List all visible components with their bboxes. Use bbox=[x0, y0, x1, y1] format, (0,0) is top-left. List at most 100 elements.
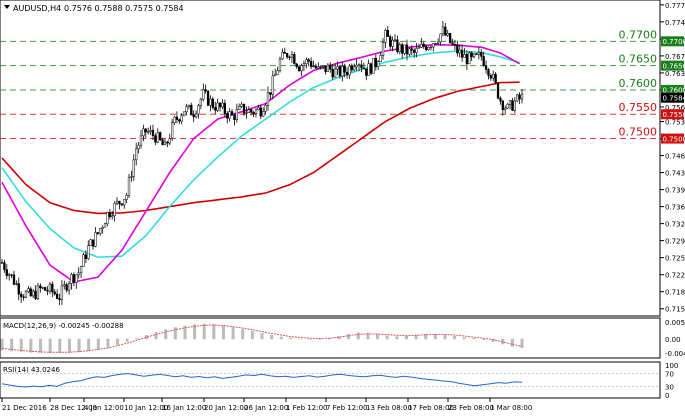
candle bbox=[44, 287, 46, 291]
macd-bar bbox=[222, 326, 225, 340]
candle bbox=[435, 43, 437, 45]
level-label-3: 0.7550 bbox=[619, 101, 658, 114]
macd-bar bbox=[472, 338, 475, 339]
macd-bar bbox=[116, 339, 119, 345]
rsi-label: RSI(14) 43.0246 bbox=[3, 366, 60, 374]
macd-tick-label: 0.00 bbox=[665, 336, 681, 344]
macd-bar bbox=[87, 339, 90, 351]
macd-bar bbox=[270, 335, 273, 339]
rsi-tick-label: 100 bbox=[665, 362, 678, 370]
time-tick-label: 1 Feb 12:00 bbox=[286, 404, 327, 412]
candle bbox=[128, 174, 130, 198]
macd-bar bbox=[299, 339, 302, 340]
time-tick-label: 26 Jan 12:00 bbox=[244, 404, 288, 412]
time-tick-label: 21 Dec 2016 bbox=[2, 404, 47, 412]
svg-text:0.7500: 0.7500 bbox=[663, 135, 685, 143]
rsi-tick-label: 0 bbox=[665, 392, 669, 400]
macd-bar bbox=[357, 333, 360, 340]
macd-bar bbox=[521, 339, 524, 348]
candle bbox=[468, 51, 470, 64]
macd-bar bbox=[280, 337, 283, 340]
price-tick-label: 0.7255 bbox=[665, 255, 685, 263]
ohlc-label: 0.7576 0.7588 0.7575 0.7584 bbox=[64, 4, 184, 13]
price-badge: 0.7550 bbox=[661, 109, 685, 119]
macd-bar bbox=[347, 334, 350, 339]
macd-bar bbox=[126, 339, 129, 342]
price-badge: 0.7584 bbox=[661, 93, 685, 103]
rsi-tick-label: 30 bbox=[665, 383, 674, 391]
time-tick-label: 1 Mar 08:00 bbox=[490, 404, 532, 412]
macd-bar bbox=[39, 339, 42, 353]
macd-bar bbox=[511, 339, 514, 347]
macd-bar bbox=[29, 339, 32, 353]
candle bbox=[497, 82, 499, 99]
macd-bar bbox=[241, 329, 244, 339]
price-tick-label: 0.7465 bbox=[665, 153, 685, 161]
candle bbox=[516, 94, 518, 102]
price-tick-label: 0.7185 bbox=[665, 289, 685, 297]
macd-bar bbox=[443, 335, 446, 340]
macd-bar bbox=[376, 334, 379, 339]
macd-bar bbox=[482, 339, 485, 340]
candle bbox=[449, 33, 451, 44]
time-tick-label: 16 Jan 12:00 bbox=[162, 404, 206, 412]
price-panel-frame bbox=[0, 0, 660, 316]
macd-tick-label: 0.00536 bbox=[665, 319, 685, 327]
macd-bar bbox=[251, 331, 254, 339]
candle bbox=[370, 62, 372, 75]
price-axis: 0.77750.77400.77050.76700.76350.76000.75… bbox=[660, 2, 685, 314]
level-label-0: 0.7700 bbox=[619, 28, 658, 41]
price-tick-label: 0.7325 bbox=[665, 221, 685, 229]
macd-bar bbox=[309, 339, 312, 340]
macd-bar bbox=[97, 339, 100, 350]
macd-bar bbox=[164, 329, 167, 339]
macd-bar bbox=[106, 339, 109, 348]
rsi-panel-frame bbox=[0, 362, 660, 398]
candle bbox=[183, 112, 185, 117]
time-tick-label: 13 Feb 08:00 bbox=[366, 404, 412, 412]
price-tick-label: 0.7635 bbox=[665, 70, 685, 78]
candle bbox=[159, 131, 161, 141]
macd-bar bbox=[386, 336, 389, 340]
candle bbox=[279, 57, 281, 73]
macd-bar bbox=[155, 332, 158, 339]
symbol-label: AUDUSD,H4 bbox=[13, 4, 61, 13]
price-badge: 0.7700 bbox=[661, 36, 685, 46]
price-tick-label: 0.7775 bbox=[665, 2, 685, 10]
macd-bar bbox=[453, 336, 456, 339]
price-tick-label: 0.7535 bbox=[665, 119, 685, 127]
time-tick-label: 4 Jan 12:00 bbox=[84, 404, 124, 412]
price-tick-label: 0.7395 bbox=[665, 187, 685, 195]
time-tick-label: 23 Feb 08:00 bbox=[448, 404, 494, 412]
candle bbox=[90, 239, 92, 246]
candle bbox=[83, 253, 85, 267]
macd-bar bbox=[49, 339, 52, 353]
macd-axis: 0.005360.00-0.0046 bbox=[665, 319, 685, 358]
svg-text:0.7700: 0.7700 bbox=[663, 38, 685, 46]
level-label-1: 0.7650 bbox=[619, 53, 658, 66]
macd-panel: 0.005360.00-0.0046 MACD(12,26,9) -0.0024… bbox=[0, 318, 685, 358]
candle bbox=[207, 90, 209, 106]
level-label-2: 0.7600 bbox=[619, 77, 658, 90]
price-badge: 0.7650 bbox=[661, 61, 685, 71]
macd-bar bbox=[135, 338, 138, 339]
svg-text:0.7550: 0.7550 bbox=[663, 111, 685, 119]
macd-bar bbox=[463, 337, 466, 339]
macd-bar bbox=[395, 336, 398, 339]
time-tick-label: 20 Jan 12:00 bbox=[204, 404, 248, 412]
macd-bar bbox=[58, 339, 61, 353]
macd-bar bbox=[405, 336, 408, 339]
macd-label: MACD(12,26,9) -0.00245 -0.00288 bbox=[3, 322, 124, 330]
price-badge: 0.7500 bbox=[661, 134, 685, 144]
time-tick-label: 7 Feb 12:00 bbox=[326, 404, 367, 412]
